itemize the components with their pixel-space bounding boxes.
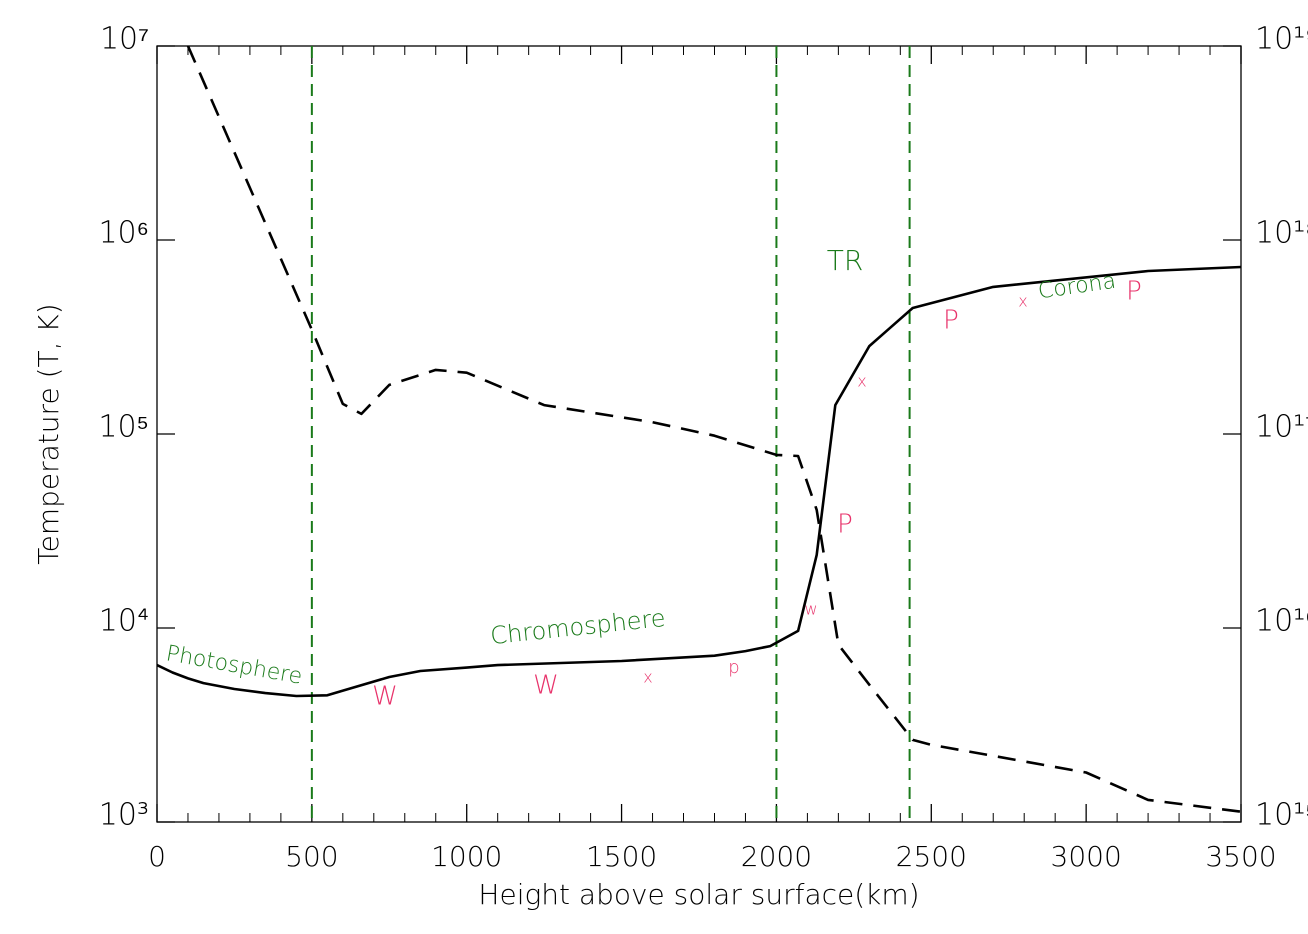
line-label: W	[533, 671, 559, 701]
x-axis-label: Height above solar surface(km)	[478, 878, 919, 911]
line-label: p	[728, 657, 739, 678]
line-label: x	[1018, 292, 1027, 311]
x-tick-label: 3500	[1205, 840, 1276, 873]
line-label: P	[837, 510, 853, 540]
region-label: TR	[827, 244, 864, 277]
x-tick-label: 3000	[1051, 840, 1122, 873]
y2-tick-label: 10¹⁷	[1255, 410, 1308, 445]
line-label: w	[804, 600, 817, 619]
line-label: W	[372, 682, 398, 712]
line-label: x	[857, 372, 866, 391]
line-label: P	[943, 306, 959, 336]
y-tick-label: 10⁶	[98, 216, 149, 251]
plot-frame	[156, 45, 1242, 823]
y2-tick-label: 10¹⁸	[1255, 216, 1308, 251]
y2-tick-label: 10¹⁶	[1255, 604, 1308, 639]
temperature-line	[156, 265, 1242, 698]
x-tick-label: 0	[148, 840, 166, 873]
x-tick-label: 500	[285, 840, 338, 873]
y-tick-label: 10³	[99, 798, 149, 833]
y-tick-label: 10⁷	[100, 22, 149, 57]
density-line	[186, 45, 1242, 813]
y-axis-label: Temperature (T, K)	[32, 303, 65, 564]
x-tick-label: 1500	[586, 840, 657, 873]
y2-tick-label: 10¹⁵	[1255, 798, 1308, 833]
x-tick-label: 2500	[896, 840, 967, 873]
line-label: x	[643, 668, 652, 687]
x-tick-label: 1000	[431, 840, 502, 873]
region-label: Chromosphere	[489, 604, 667, 650]
line-label: P	[1126, 277, 1142, 307]
region-label: Corona	[1036, 269, 1117, 305]
y-tick-label: 10⁴	[99, 604, 149, 639]
region-label: Photosphere	[164, 641, 304, 690]
y-tick-label: 10⁵	[98, 410, 149, 445]
y2-tick-label: 10¹⁹	[1255, 22, 1308, 57]
x-tick-label: 2000	[741, 840, 812, 873]
